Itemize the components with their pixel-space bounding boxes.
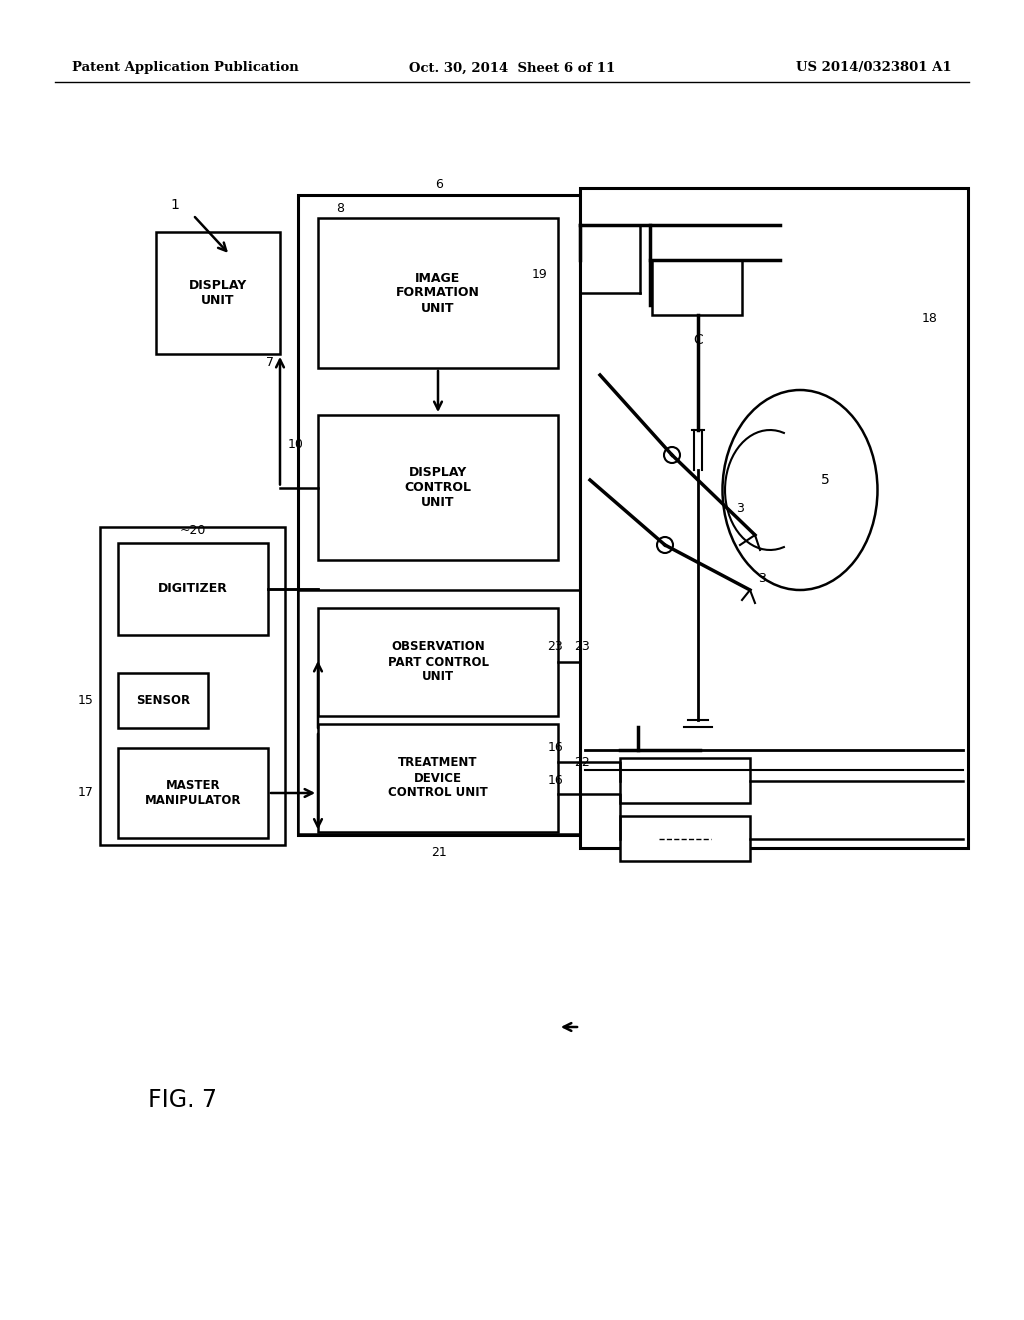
Text: 23: 23 [547,640,563,653]
Bar [118,543,268,635]
Text: 7: 7 [266,355,274,368]
Text: 5: 5 [820,473,829,487]
Bar [318,414,558,560]
Text: 6: 6 [435,178,443,191]
Bar [620,816,750,861]
Text: 19: 19 [532,268,548,281]
Text: US 2014/0323801 A1: US 2014/0323801 A1 [797,62,952,74]
Text: SENSOR: SENSOR [136,694,190,708]
Bar [318,723,558,832]
Bar [298,195,580,836]
Text: 3: 3 [758,572,766,585]
Text: 15: 15 [78,694,94,708]
Text: MASTER
MANIPULATOR: MASTER MANIPULATOR [144,779,242,807]
Text: 8: 8 [336,202,344,214]
Text: 16: 16 [548,774,564,787]
Text: 16: 16 [548,742,564,754]
Text: DIGITIZER: DIGITIZER [158,582,228,595]
Text: Patent Application Publication: Patent Application Publication [72,62,299,74]
Bar [100,527,285,845]
Text: 10: 10 [288,438,304,451]
Bar [318,609,558,715]
Bar [118,748,268,838]
Bar [298,590,580,834]
Bar [118,673,208,729]
Text: 23: 23 [574,640,590,653]
Bar [318,218,558,368]
Bar [156,232,280,354]
Text: Oct. 30, 2014  Sheet 6 of 11: Oct. 30, 2014 Sheet 6 of 11 [409,62,615,74]
Text: IMAGE
FORMATION
UNIT: IMAGE FORMATION UNIT [396,272,480,314]
Text: 17: 17 [78,787,94,800]
Text: DISPLAY
UNIT: DISPLAY UNIT [188,279,247,308]
Text: OBSERVATION
PART CONTROL
UNIT: OBSERVATION PART CONTROL UNIT [387,640,488,684]
Text: DISPLAY
CONTROL
UNIT: DISPLAY CONTROL UNIT [404,466,471,510]
Bar [620,758,750,803]
Text: ~20: ~20 [180,524,206,537]
Text: 22: 22 [574,756,590,770]
Text: 3: 3 [736,502,744,515]
Text: FIG. 7: FIG. 7 [148,1088,217,1111]
Text: 18: 18 [922,312,938,325]
Bar [652,260,742,315]
Text: C: C [693,333,702,347]
Text: TREATMENT
DEVICE
CONTROL UNIT: TREATMENT DEVICE CONTROL UNIT [388,756,487,800]
Ellipse shape [723,389,878,590]
Text: 21: 21 [431,846,446,858]
Bar [580,187,968,847]
Text: 1: 1 [171,198,179,213]
